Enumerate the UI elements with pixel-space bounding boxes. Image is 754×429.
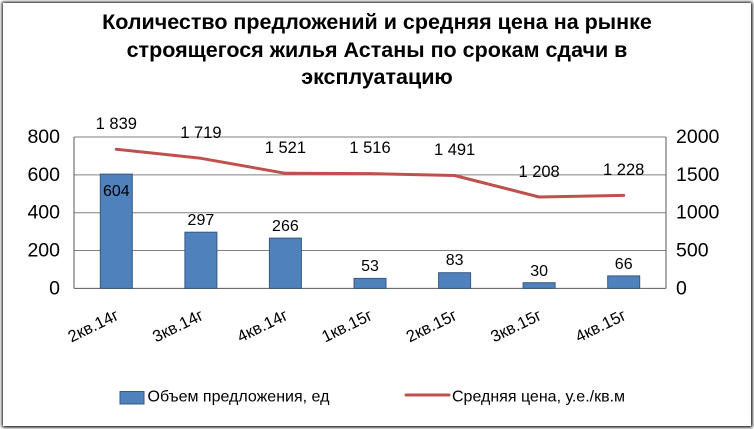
svg-text:2000: 2000 — [676, 126, 720, 148]
svg-text:30: 30 — [530, 263, 548, 280]
svg-text:1 228: 1 228 — [603, 161, 644, 179]
svg-text:266: 266 — [272, 218, 299, 235]
svg-text:2кв.15г: 2кв.15г — [404, 306, 461, 346]
svg-text:1 719: 1 719 — [180, 124, 221, 142]
svg-text:66: 66 — [615, 256, 633, 273]
svg-text:1 491: 1 491 — [434, 141, 475, 159]
svg-text:200: 200 — [27, 240, 60, 262]
svg-text:53: 53 — [361, 258, 379, 275]
svg-text:3кв.14г: 3кв.14г — [150, 306, 207, 346]
svg-text:83: 83 — [446, 252, 464, 269]
svg-text:400: 400 — [27, 202, 60, 224]
svg-text:1 839: 1 839 — [96, 115, 137, 133]
svg-text:1 521: 1 521 — [265, 139, 306, 157]
svg-text:3кв.15г: 3кв.15г — [488, 306, 545, 346]
svg-text:297: 297 — [188, 212, 215, 229]
svg-text:1500: 1500 — [676, 164, 720, 186]
svg-text:0: 0 — [676, 277, 687, 299]
svg-text:1кв.15г: 1кв.15г — [319, 306, 376, 346]
svg-text:0: 0 — [49, 277, 60, 299]
svg-text:Объем предложения, ед: Объем предложения, ед — [148, 389, 331, 406]
svg-text:4кв.15г: 4кв.15г — [573, 306, 630, 346]
svg-text:1000: 1000 — [676, 202, 720, 224]
svg-text:604: 604 — [103, 183, 130, 200]
svg-text:600: 600 — [27, 164, 60, 186]
svg-text:2кв.14г: 2кв.14г — [65, 306, 122, 346]
svg-text:500: 500 — [676, 240, 709, 262]
svg-text:1 516: 1 516 — [349, 139, 390, 157]
svg-text:800: 800 — [27, 126, 60, 148]
svg-text:1 208: 1 208 — [518, 163, 559, 181]
svg-text:Средняя цена, у.е./кв.м: Средняя цена, у.е./кв.м — [452, 389, 625, 406]
svg-text:4кв.14г: 4кв.14г — [234, 306, 291, 346]
